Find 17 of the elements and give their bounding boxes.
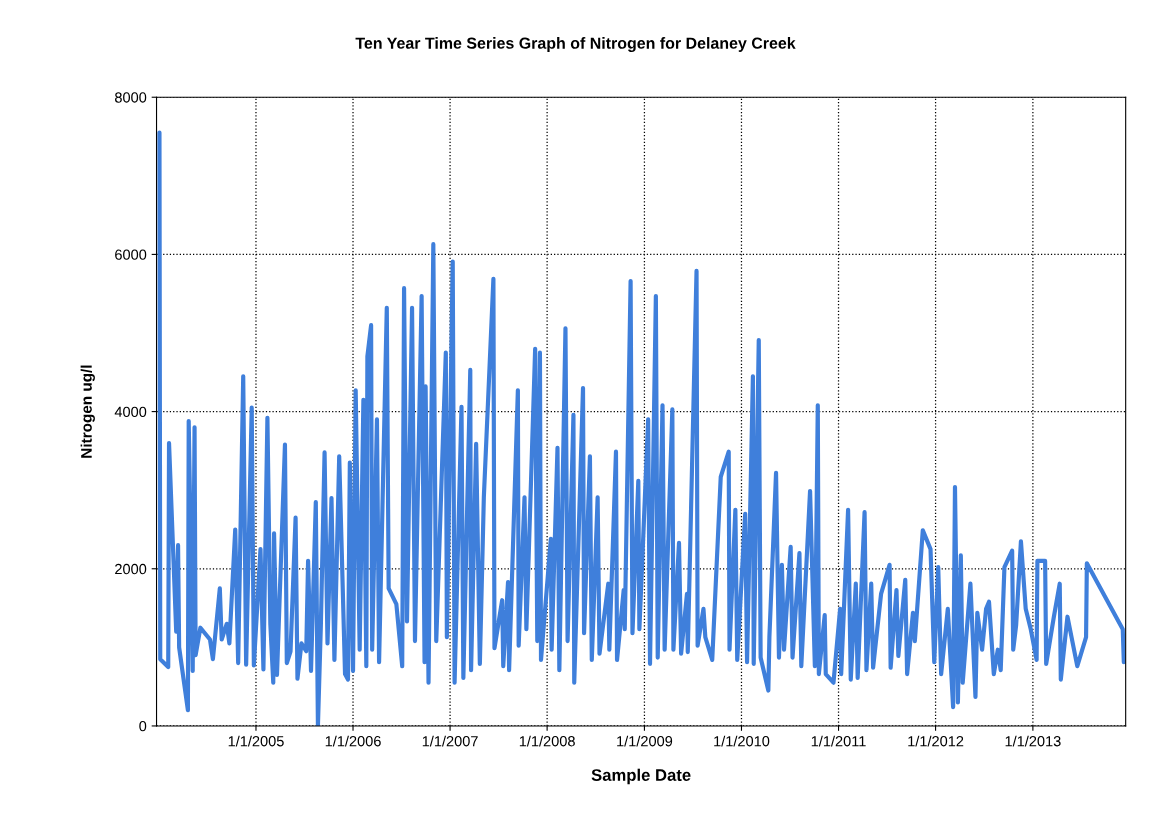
- chart-title: Ten Year Time Series Graph of Nitrogen for Delaney Creek: [355, 37, 796, 53]
- x-tick-label: 1/1/2006: [325, 735, 381, 747]
- x-tick-label: 1/1/2011: [811, 735, 866, 747]
- x-tick-label: 1/1/2013: [1005, 735, 1061, 747]
- x-tick-label: 1/1/2012: [908, 735, 964, 747]
- y-tick-label: 0: [139, 721, 147, 732]
- x-tick-label: 1/1/2007: [422, 735, 478, 747]
- y-tick-label: 6000: [115, 249, 147, 260]
- x-tick-label: 1/1/2009: [617, 735, 673, 747]
- y-tick-label: 8000: [115, 92, 147, 103]
- x-axis-title: Sample Date: [591, 768, 691, 785]
- y-axis-title: Nitrogen ug/l: [80, 365, 95, 458]
- x-tick-label: 1/1/2008: [519, 735, 575, 747]
- x-tick-label: 1/1/2005: [228, 735, 284, 747]
- y-tick-label: 2000: [115, 563, 147, 575]
- y-tick-label: 4000: [114, 406, 147, 418]
- x-tick-label: 1/1/2010: [714, 735, 770, 747]
